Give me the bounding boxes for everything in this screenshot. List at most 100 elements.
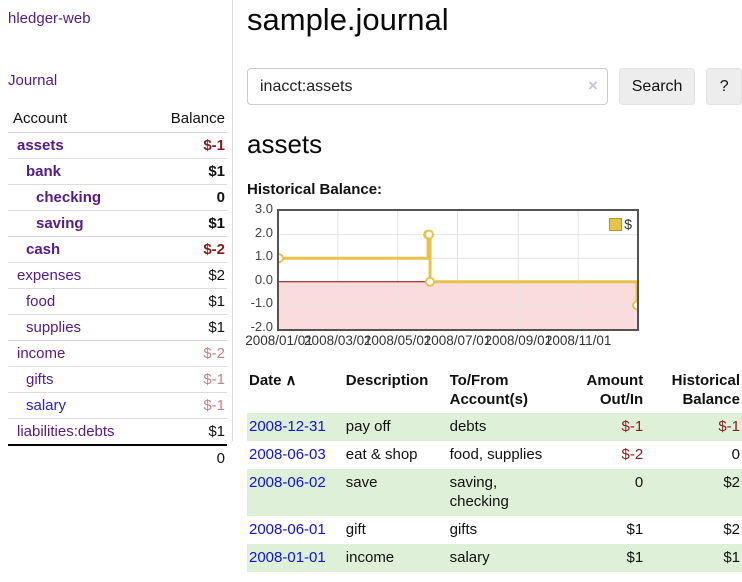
transaction-description: eat & shop — [345, 446, 418, 463]
transaction-date-link[interactable]: 2008-06-02 — [249, 474, 326, 491]
transaction-accounts: gifts — [449, 521, 478, 538]
transaction-date-link[interactable]: 2008-12-31 — [249, 418, 326, 435]
y-axis-tick-label: 1.0 — [254, 248, 273, 264]
account-link-bank[interactable]: bank — [26, 163, 62, 180]
x-axis-tick-label: 2008/11/01 — [544, 333, 612, 348]
transaction-date-link[interactable]: 2008-06-03 — [249, 446, 326, 463]
account-balance: $-2 — [148, 340, 227, 367]
account-balance: $1 — [148, 418, 227, 445]
transaction-accounts: saving, checking — [449, 474, 509, 510]
account-link-food[interactable]: food — [26, 293, 56, 310]
transaction-balance: $2 — [723, 521, 740, 538]
chart-plot-area: $ — [277, 209, 639, 331]
transaction-amount: $1 — [626, 521, 644, 538]
main-content: sample.journal × Search ? assets Histori… — [245, 0, 742, 572]
x-axis-tick-label: 2008/05/01 — [363, 333, 432, 348]
transaction-description: gift — [345, 521, 366, 538]
account-link-income[interactable]: income — [17, 345, 66, 362]
account-balance: $1 — [148, 158, 227, 185]
accounts-col-account: Account — [13, 110, 68, 127]
app-brand: hledger-web — [8, 10, 228, 28]
register-col-accounts: To/From Account(s) — [449, 372, 528, 408]
search-button[interactable]: Search — [618, 68, 696, 105]
transaction-amount: $-2 — [621, 446, 644, 463]
x-axis-tick-label: 2008/01/01 — [245, 333, 313, 348]
register-col-date[interactable]: Date ∧ — [249, 372, 297, 389]
account-row-gifts: gifts $-1 — [8, 366, 227, 393]
accounts-total-row: 0 — [8, 444, 227, 471]
page-title: sample.journal — [247, 2, 449, 37]
account-link-gifts[interactable]: gifts — [26, 371, 54, 388]
account-row-saving: saving $1 — [8, 210, 227, 237]
account-link-assets[interactable]: assets — [17, 137, 64, 154]
account-balance: $2 — [148, 262, 227, 289]
transaction-amount: $-1 — [621, 418, 644, 435]
account-balance: 0 — [148, 184, 227, 211]
transaction-accounts: food, supplies — [449, 446, 543, 463]
account-heading: assets — [247, 129, 323, 159]
accounts-total-balance: 0 — [148, 444, 227, 471]
chart-title: Historical Balance: — [247, 181, 383, 198]
account-balance: $-1 — [148, 392, 227, 419]
account-link-liabilities-debts[interactable]: liabilities:debts — [17, 423, 115, 440]
transaction-accounts: debts — [449, 418, 487, 435]
account-balance: $1 — [148, 288, 227, 315]
clear-search-icon[interactable]: × — [587, 76, 598, 95]
transaction-description: pay off — [345, 418, 391, 435]
search-form: × Search ? — [247, 68, 742, 105]
y-axis-tick-label: 3.0 — [254, 201, 273, 216]
account-row-food: food $1 — [8, 288, 227, 315]
account-row-cash: cash $-2 — [8, 236, 227, 263]
account-row-expenses: expenses $2 — [8, 262, 227, 289]
account-balance: $1 — [148, 314, 227, 341]
x-axis-tick-label: 2008/09/01 — [484, 333, 553, 348]
journal-link[interactable]: Journal — [8, 72, 58, 89]
y-axis-tick-label: -1.0 — [250, 295, 273, 311]
register-col-balance: Historical Balance — [671, 372, 740, 408]
accounts-table: Account Balance assets $-1 bank $1 check… — [8, 106, 227, 471]
transaction-accounts: salary — [449, 549, 490, 566]
account-link-salary[interactable]: salary — [26, 397, 67, 414]
account-row-income: income $-2 — [8, 340, 227, 367]
account-link-expenses[interactable]: expenses — [17, 267, 82, 284]
account-balance: $-1 — [148, 132, 227, 159]
journal-nav: Journal — [8, 72, 228, 90]
brand-link[interactable]: hledger-web — [8, 10, 91, 27]
account-link-saving[interactable]: saving — [36, 215, 84, 232]
account-link-checking[interactable]: checking — [36, 189, 102, 206]
search-input[interactable] — [247, 68, 608, 105]
account-balance: $1 — [148, 210, 227, 237]
transaction-date-link[interactable]: 2008-01-01 — [249, 549, 326, 566]
account-balance: $-2 — [148, 236, 227, 263]
historical-balance-chart: $ 3.0 2.0 1.0 0.0 -1.0 -2.0 2008/01/01 2008/03/… — [245, 201, 742, 353]
chart-legend: $ — [608, 216, 633, 232]
x-axis-tick-label: 2008/07/01 — [423, 333, 492, 348]
account-row-liabilities-debts: liabilities:debts $1 — [8, 418, 227, 445]
transaction-date-link[interactable]: 2008-06-01 — [249, 521, 326, 538]
transaction-description: save — [345, 474, 378, 491]
transaction-amount: 0 — [634, 474, 644, 491]
help-button[interactable]: ? — [706, 68, 742, 105]
legend-label: $ — [624, 216, 632, 232]
register-row: 2008-01-01 income salary $1 $1 — [247, 544, 742, 572]
account-row-checking: checking 0 — [8, 184, 227, 211]
register-row: 2008-06-01 gift gifts $1 $2 — [247, 516, 742, 544]
y-axis-tick-label: -2.0 — [250, 319, 273, 334]
chart-canvas — [279, 211, 637, 329]
register-row: 2008-06-03 eat & shop food, supplies $-2… — [247, 441, 742, 469]
y-axis-tick-label: 2.0 — [254, 224, 273, 240]
accounts-col-balance: Balance — [170, 110, 225, 127]
account-row-bank: bank $1 — [8, 158, 227, 185]
register-row: 2008-06-02 save saving, checking 0 $2 — [247, 469, 742, 516]
accounts-header-row: Account Balance — [8, 106, 227, 133]
transaction-amount: $1 — [626, 549, 644, 566]
transaction-balance: 0 — [731, 446, 740, 463]
transaction-balance: $1 — [723, 549, 740, 566]
account-link-cash[interactable]: cash — [26, 241, 61, 258]
transaction-balance: $2 — [723, 474, 740, 491]
register-header-row: Date ∧ Description To/From Account(s) Amo… — [247, 368, 742, 413]
sidebar: hledger-web Journal Account Balance asse… — [0, 0, 233, 471]
account-link-supplies[interactable]: supplies — [26, 319, 82, 336]
register-col-amount: Amount Out/In — [586, 372, 644, 408]
account-row-assets: assets $-1 — [8, 132, 227, 159]
